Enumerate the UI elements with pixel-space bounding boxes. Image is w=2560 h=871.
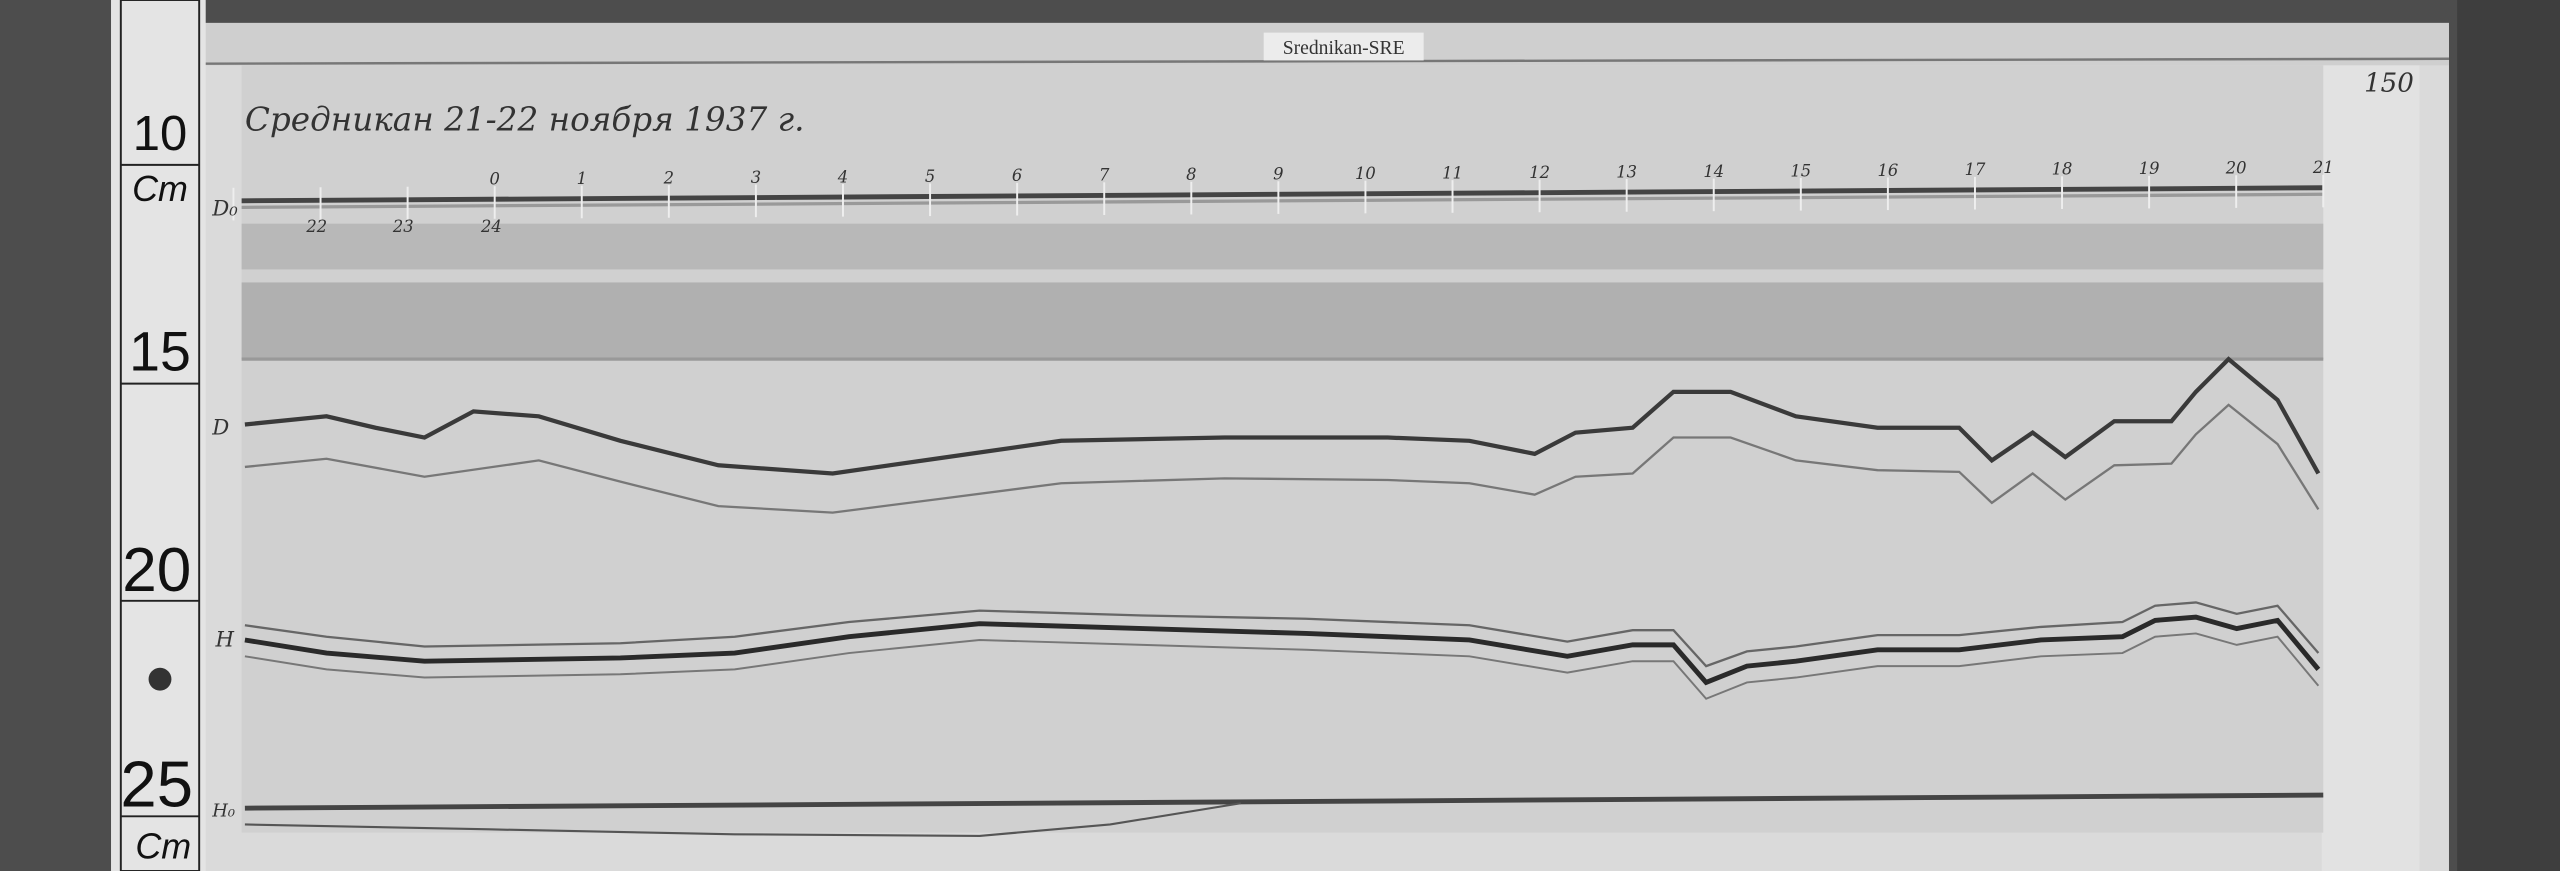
- horizontal-trace-lower: [244, 632, 2320, 700]
- record-title: Средникан 21-22 ноября 1937 г.: [245, 101, 805, 139]
- station-label: Srednikan-SRE: [1283, 38, 1405, 59]
- hour-label: 4: [837, 167, 848, 186]
- hour-label: 6: [1012, 166, 1022, 185]
- hour-label: 5: [925, 167, 935, 186]
- ruler-hole: [148, 667, 172, 691]
- declination-trace: [244, 356, 2321, 476]
- horizontal-trace: [244, 614, 2321, 686]
- ruler-mark-10: 10: [133, 107, 187, 161]
- background-edge: [2457, 0, 2560, 871]
- sheet-number: 150: [2364, 68, 2414, 98]
- hour-label-bottom: 22: [305, 217, 327, 236]
- baseline-bottom-curve: [244, 802, 1241, 837]
- hour-label: 0: [489, 170, 499, 189]
- ruler-mark-20: 20: [122, 536, 191, 605]
- hour-label-bottom: 23: [392, 217, 414, 236]
- label-d: D: [211, 415, 229, 440]
- hour-label: 14: [1703, 162, 1724, 181]
- ruler-mark-25: 25: [120, 748, 193, 821]
- hour-ticks: [232, 174, 2325, 221]
- hour-label: 11: [1442, 164, 1463, 183]
- gray-band: [241, 223, 2324, 270]
- label-h: H: [215, 628, 235, 653]
- label-d0: D₀: [211, 197, 238, 222]
- hour-label: 2: [663, 168, 674, 187]
- hour-label: 13: [1616, 162, 1637, 181]
- hour-label: 8: [1186, 165, 1196, 184]
- ruler-mark-15: 15: [129, 321, 191, 383]
- hour-labels-bottom: 22 23 24: [305, 217, 501, 236]
- hour-label: 12: [1529, 163, 1550, 182]
- hour-labels: 0 1 2 3 4 5 6 7 8 9 10 11 12 13 14 15 16 17 18 19 20 21: [489, 158, 2333, 188]
- hour-label: 19: [2139, 159, 2160, 178]
- hour-label: 10: [1355, 164, 1376, 183]
- hour-label: 18: [2052, 160, 2073, 179]
- ruler: [111, 0, 206, 871]
- hour-label: 15: [1790, 161, 1811, 180]
- hour-label: 21: [2312, 158, 2334, 177]
- horizontal-trace-upper: [244, 601, 2320, 668]
- hour-label-bottom: 24: [480, 217, 502, 236]
- ruler-unit-bottom: Cm: [135, 826, 191, 867]
- hour-label: 16: [1878, 161, 1899, 180]
- label-h0: H₀: [211, 800, 235, 821]
- hour-label: 20: [2225, 159, 2247, 178]
- hour-label: 3: [751, 168, 761, 187]
- baseline-top: [241, 185, 2324, 204]
- paper-margin: [2321, 48, 2420, 871]
- label-tag: [1263, 32, 1424, 61]
- ruler-unit-top: Cm: [132, 168, 188, 209]
- hour-label: 17: [1965, 160, 1986, 179]
- hour-label: 9: [1273, 165, 1283, 184]
- baseline-bottom: [244, 792, 2324, 811]
- hour-label: 7: [1099, 166, 1110, 185]
- hour-label: 1: [577, 169, 587, 188]
- declination-trace-secondary: [244, 403, 2320, 514]
- gray-band: [241, 282, 2324, 360]
